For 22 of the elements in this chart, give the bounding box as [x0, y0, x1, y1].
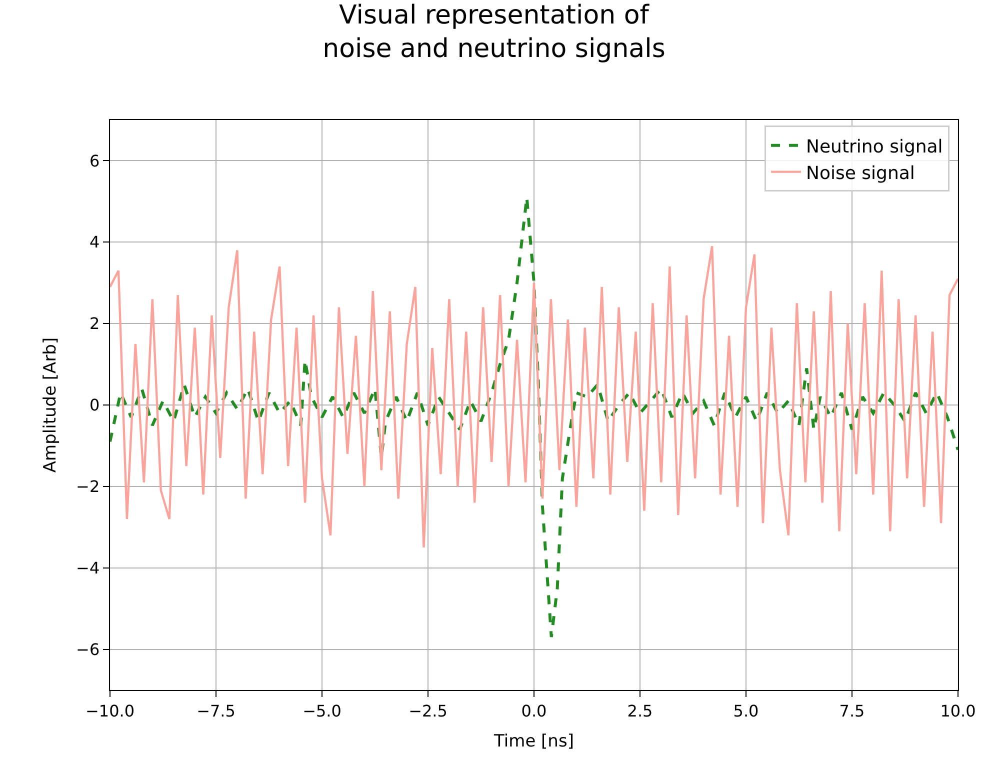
chart-title: Visual representation of noise and neutrino signals: [322, 0, 666, 64]
x-tick-label: −10.0: [85, 701, 135, 720]
x-tick-label: 0.0: [521, 701, 547, 720]
x-axis-title: Time [ns]: [493, 732, 574, 752]
y-tick-label: 2: [89, 314, 100, 334]
legend-label: Neutrino signal: [806, 136, 943, 158]
y-tick-label: 4: [89, 232, 100, 252]
y-tick-label: 6: [89, 151, 100, 170]
x-tick-label: −5.0: [302, 701, 342, 720]
y-tick-label: −2: [76, 477, 100, 496]
x-tick-label: −7.5: [196, 701, 236, 720]
x-tick-label: 5.0: [733, 701, 759, 720]
y-tick-label: 0: [89, 396, 100, 415]
x-tick-label: 7.5: [839, 701, 865, 720]
y-axis-title: Amplitude [Arb]: [40, 337, 61, 473]
y-tick-label: −4: [76, 558, 100, 578]
x-tick-label: −2.5: [408, 701, 448, 720]
y-tick-label: −6: [76, 640, 100, 659]
legend-label: Noise signal: [806, 162, 915, 184]
x-tick-label: 10.0: [940, 701, 976, 720]
x-tick-label: 2.5: [627, 701, 653, 720]
line-series: [110, 245, 958, 549]
